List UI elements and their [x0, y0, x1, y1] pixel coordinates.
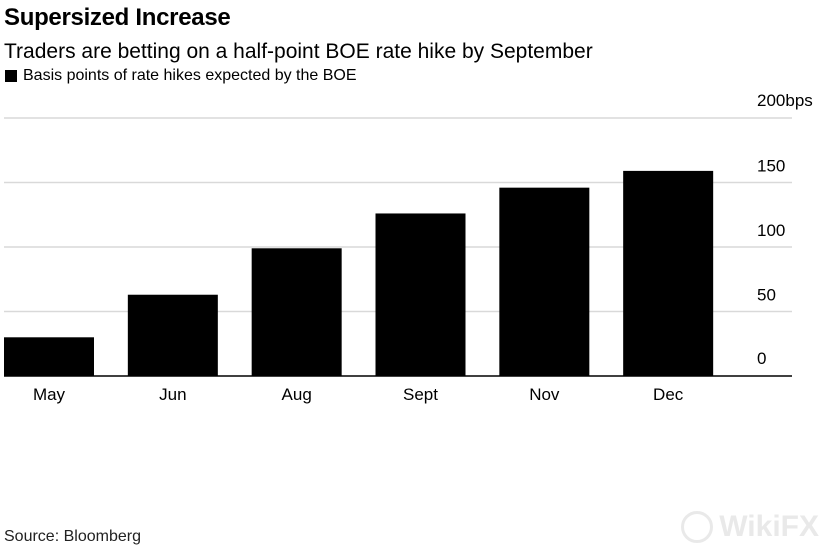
y-tick-label: 150	[757, 157, 785, 176]
legend: Basis points of rate hikes expected by t…	[5, 67, 357, 85]
x-tick-label: May	[33, 385, 66, 404]
bar	[127, 294, 218, 376]
watermark-logo: WikiFX	[681, 510, 819, 544]
x-tick-label: Sept	[403, 385, 438, 404]
chart-title: Supersized Increase	[4, 4, 231, 31]
bar	[4, 337, 94, 376]
x-tick-label: Aug	[282, 385, 312, 404]
bar	[499, 187, 590, 376]
bar	[375, 213, 466, 376]
bar	[623, 170, 714, 376]
legend-swatch	[5, 70, 17, 82]
source-note: Source: Bloomberg	[4, 528, 141, 545]
x-tick-label: Dec	[653, 385, 684, 404]
y-tick-label: 50	[757, 286, 776, 305]
legend-label: Basis points of rate hikes expected by t…	[23, 67, 357, 84]
x-tick-label: Jun	[159, 385, 186, 404]
bar-chart: 0 50 100 150 200bps May Jun Aug Sept Nov Dec	[4, 91, 813, 404]
watermark-icon	[681, 511, 714, 543]
watermark-text: WikiFX	[719, 510, 819, 543]
bar	[251, 248, 342, 376]
y-tick-label: 0	[757, 349, 766, 368]
y-tick-label: 100	[757, 221, 785, 240]
x-tick-label: Nov	[529, 385, 560, 404]
y-tick-label: 200bps	[757, 91, 813, 110]
chart-subtitle: Traders are betting on a half-point BOE …	[4, 40, 593, 63]
